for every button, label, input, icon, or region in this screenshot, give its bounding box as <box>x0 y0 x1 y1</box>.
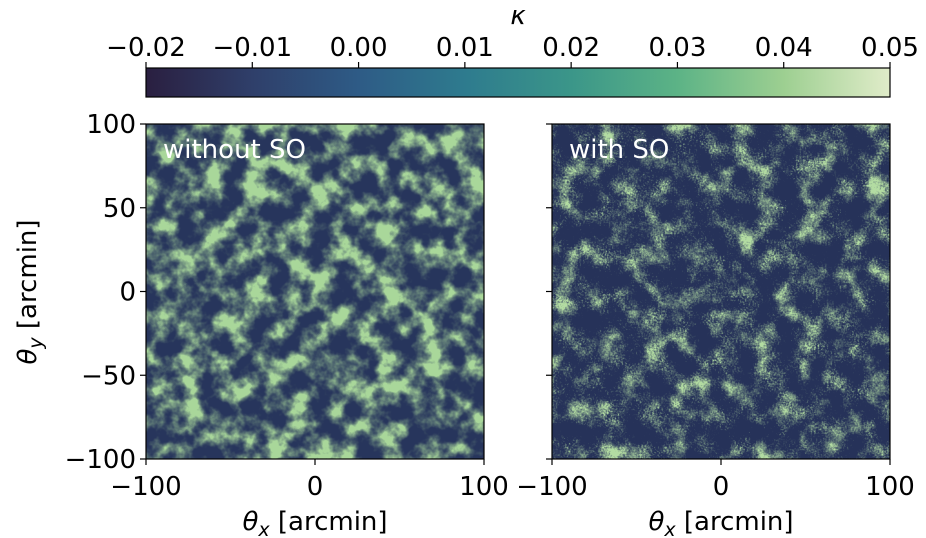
colorbar-tick-label: 0.00 <box>330 33 388 63</box>
x-axis-label: θx [arcmin] <box>648 507 793 538</box>
x-axis-label: θx [arcmin] <box>242 507 387 538</box>
colorbar-tick-label: 0.05 <box>861 33 919 63</box>
y-tick-label: −50 <box>81 361 136 391</box>
panel-label-with-so: with SO <box>569 135 669 165</box>
x-tick-label: 0 <box>307 472 324 502</box>
colorbar-tick-label: 0.03 <box>648 33 706 63</box>
colorbar-tick-label: −0.02 <box>106 33 186 63</box>
y-tick-label: 0 <box>119 278 136 308</box>
x-tick-label: −100 <box>110 472 181 502</box>
kappa-map-without-so <box>146 124 484 459</box>
colorbar-tick-label: 0.04 <box>755 33 813 63</box>
colorbar: κ −0.02 −0.01 0.00 0.01 0.02 0.03 0.04 0.05 <box>106 1 919 98</box>
x-ticks: −100 0 100 <box>516 459 915 502</box>
panel-label-without-so: without SO <box>163 135 306 165</box>
x-tick-label: 0 <box>713 472 730 502</box>
colorbar-gradient <box>145 67 891 98</box>
panel-without-so: without SO −100 0 100 100 50 0 −50 −100 θx [ar… <box>13 110 509 538</box>
colorbar-tick-label: 0.02 <box>542 33 600 63</box>
colorbar-tick-label: 0.01 <box>436 33 494 63</box>
kappa-map-with-so <box>552 124 890 459</box>
y-ticks <box>546 123 552 460</box>
colorbar-ticks: −0.02 −0.01 0.00 0.01 0.02 0.03 0.04 0.05 <box>106 33 919 68</box>
y-ticks: 100 50 0 −50 −100 <box>65 110 146 475</box>
panel-with-so: with SO −100 0 100 θx [arcmin] <box>516 123 915 538</box>
y-tick-label: 50 <box>103 194 136 224</box>
x-tick-label: 100 <box>865 472 915 502</box>
x-ticks: −100 0 100 <box>110 459 509 502</box>
x-tick-label: 100 <box>459 472 509 502</box>
y-axis-label: θy [arcmin] <box>13 219 47 364</box>
y-tick-label: 100 <box>86 110 136 140</box>
colorbar-label: κ <box>510 1 526 31</box>
colorbar-tick-label: −0.01 <box>212 33 292 63</box>
x-tick-label: −100 <box>516 472 587 502</box>
y-tick-label: −100 <box>65 445 136 475</box>
